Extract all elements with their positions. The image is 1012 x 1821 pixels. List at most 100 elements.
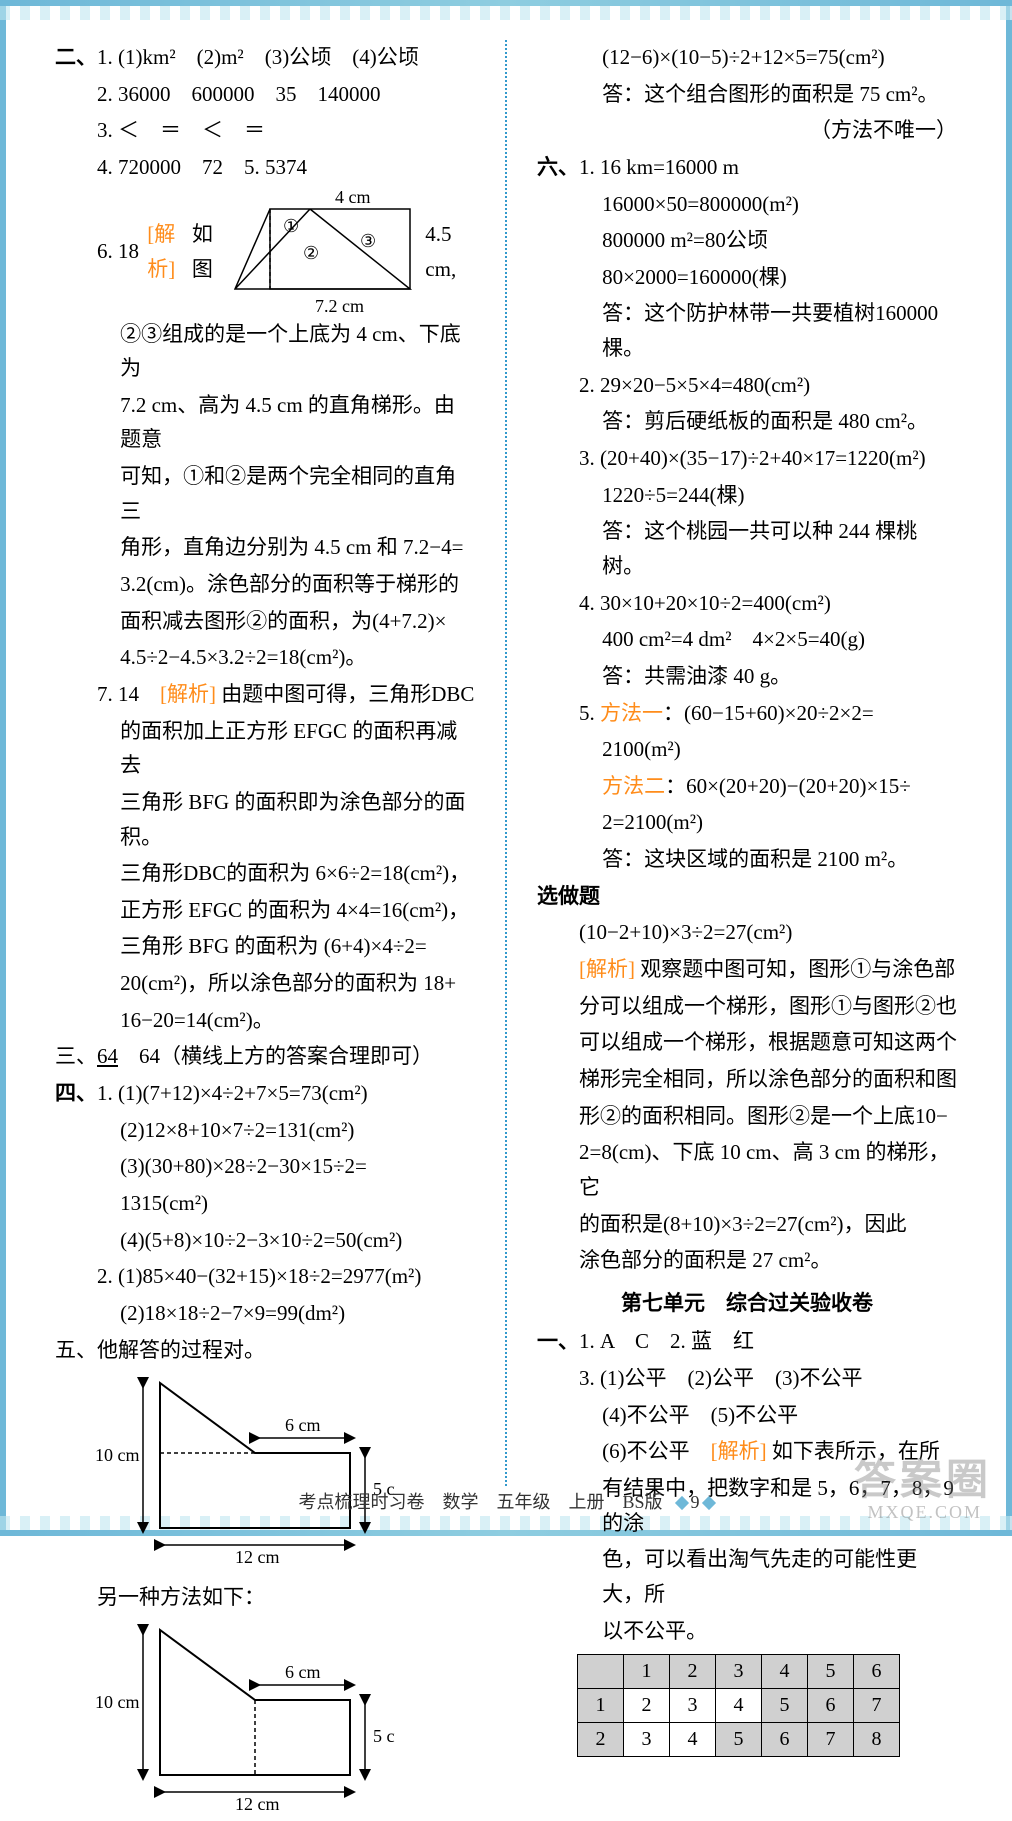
right-column: (12−6)×(10−5)÷2+12×5=75(cm²) 答：这个组合图形的面积… <box>537 40 957 1486</box>
table-header-row: 1 2 3 4 5 6 <box>578 1655 900 1689</box>
text: 2. (1)85×40−(32+15)×18÷2=2977(m²) <box>55 1259 475 1294</box>
page-content: 二、1. (1)km² (2)m² (3)公顷 (4)公顷 2. 36000 6… <box>55 40 957 1486</box>
text: 3. (1)公平 (2)公平 (3)不公平 <box>537 1361 957 1396</box>
alt-method: 另一种方法如下： <box>55 1580 475 1615</box>
table-cell: 6 <box>854 1655 900 1689</box>
text: 答：这个防护林带一共要植树160000棵。 <box>537 296 957 365</box>
sec4-label: 四、 <box>55 1081 97 1105</box>
svg-text:5 cm: 5 cm <box>373 1726 395 1746</box>
left-column: 二、1. (1)km² (2)m² (3)公顷 (4)公顷 2. 36000 6… <box>55 40 475 1486</box>
text: 1. 16 km=16000 m <box>579 155 739 179</box>
q5-m1: 5. 方法一：(60−15+60)×20÷2×2= <box>537 696 957 731</box>
svg-text:10 cm: 10 cm <box>95 1692 140 1712</box>
sec4-1: 四、1. (1)(7+12)×4÷2+7×5=73(cm²) <box>55 1076 475 1111</box>
table-cell: 3 <box>624 1723 670 1757</box>
text: 由题中图可得，三角形DBC <box>216 682 474 706</box>
sec2-label: 二、 <box>55 45 97 69</box>
text: 以不公平。 <box>537 1614 957 1649</box>
footer-text: 考点梳理时习卷 数学 五年级 上册 BS版 <box>298 1488 662 1518</box>
table-cell: 7 <box>854 1689 900 1723</box>
table-cell: 6 <box>808 1689 854 1723</box>
text: 4.5÷2−4.5×3.2÷2=18(cm²)。 <box>55 640 475 675</box>
table-cell: 5 <box>808 1655 854 1689</box>
text: 三角形 BFG 的面积即为涂色部分的面积。 <box>55 785 475 854</box>
method-label: 方法二 <box>602 774 665 798</box>
text: (6)不公平 <box>602 1439 711 1463</box>
text: 2=8(cm)、下底 10 cm、高 3 cm 的梯形，它 <box>537 1135 957 1204</box>
sec2-q2: 2. 36000 600000 35 140000 <box>55 77 475 112</box>
text: 答：这块区域的面积是 2100 m²。 <box>537 842 957 877</box>
table-row: 2 3 4 5 6 7 8 <box>578 1723 900 1757</box>
d1-bottom: 7.2 cm <box>315 296 364 316</box>
q7-lead: 7. 14 <box>97 682 160 706</box>
diamond-icon <box>701 1496 715 1510</box>
table-cell: 7 <box>808 1723 854 1757</box>
text: 3.2(cm)。涂色部分的面积等于梯形的 <box>55 567 475 602</box>
table-cell: 2 <box>670 1655 716 1689</box>
q6-lead: 6. 18 <box>97 234 147 269</box>
text: 答：这个组合图形的面积是 75 cm²。 <box>537 77 957 112</box>
text: 的面积加上正方形 EFGC 的面积再减去 <box>55 714 475 783</box>
method-label: 方法一 <box>600 701 663 725</box>
sec3: 三、64 64（横线上方的答案合理即可） <box>55 1039 475 1074</box>
d1-top: 4 cm <box>335 187 371 207</box>
sec6-label: 六、 <box>537 155 579 179</box>
column-divider <box>505 40 507 1486</box>
table-cell: 4 <box>762 1655 808 1689</box>
xuanzuo-analysis: [解析] 观察题中图可知，图形①与涂色部 <box>537 952 957 987</box>
text: 梯形完全相同，所以涂色部分的面积和图 <box>537 1062 957 1097</box>
table-cell: 2 <box>578 1723 624 1757</box>
sec1-label: 一、 <box>537 1329 579 1353</box>
table-cell: 8 <box>854 1723 900 1757</box>
text: 2100(m²) <box>537 732 957 767</box>
text: 正方形 EFGC 的面积为 4×4=16(cm²)， <box>55 893 475 928</box>
unit7-title: 第七单元 综合过关验收卷 <box>537 1286 957 1321</box>
wave-top <box>0 6 1012 20</box>
svg-text:10 cm: 10 cm <box>95 1445 140 1465</box>
text: 5. <box>579 701 600 725</box>
table-cell: 3 <box>670 1689 716 1723</box>
text: 7.2 cm、高为 4.5 cm 的直角梯形。由题意 <box>55 388 475 457</box>
text: 形②的面积相同。图形②是一个上底10− <box>537 1099 957 1134</box>
text: 答：共需油漆 40 g。 <box>537 659 957 694</box>
table-cell: 3 <box>716 1655 762 1689</box>
text: 可知，①和②是两个完全相同的直角三 <box>55 459 475 528</box>
sec5: 五、他解答的过程对。 <box>55 1333 475 1368</box>
sec2-q3: 3. ＜ ＝ ＜ ＝ <box>55 113 475 148</box>
text: ：60×(20+20)−(20+20)×15÷ <box>665 774 911 798</box>
text: 1. (1)km² (2)m² (3)公顷 (4)公顷 <box>97 45 419 69</box>
q5-m2: 方法二：60×(20+20)−(20+20)×15÷ <box>537 769 957 804</box>
text: 400 cm²=4 dm² 4×2×5=40(g) <box>537 622 957 657</box>
u7-1: 一、1. A C 2. 蓝 红 <box>537 1324 957 1359</box>
text: 三角形DBC的面积为 6×6÷2=18(cm²)， <box>55 856 475 891</box>
sec2-q1: 二、1. (1)km² (2)m² (3)公顷 (4)公顷 <box>55 40 475 75</box>
text: 色，可以看出淘气先走的可能性更大，所 <box>537 1542 957 1611</box>
table-cell <box>578 1655 624 1689</box>
text: (2)12×8+10×7÷2=131(cm²) <box>55 1113 475 1148</box>
text: 2. 29×20−5×5×4=480(cm²) <box>537 368 957 403</box>
text: 观察题中图可知，图形①与涂色部 <box>635 957 955 981</box>
text: 三角形 BFG 的面积为 (6+4)×4÷2= <box>55 929 475 964</box>
table-cell: 5 <box>716 1723 762 1757</box>
text: (2)18×18÷2−7×9=99(dm²) <box>55 1296 475 1331</box>
table-cell: 1 <box>624 1655 670 1689</box>
page-number-badge: 9 <box>677 1488 714 1518</box>
probability-table: 1 2 3 4 5 6 1 2 3 4 5 6 7 2 3 4 5 6 <box>577 1654 900 1757</box>
text: 20(cm²)，所以涂色部分的面积为 18+ <box>55 966 475 1001</box>
text: 1. (1)(7+12)×4÷2+7×5=73(cm²) <box>97 1081 368 1105</box>
text: 80×2000=160000(棵) <box>537 260 957 295</box>
table-cell: 6 <box>762 1723 808 1757</box>
table-cell: 2 <box>624 1689 670 1723</box>
text: 的面积是(8+10)×3÷2=27(cm²)，因此 <box>537 1207 957 1242</box>
svg-text:6 cm: 6 cm <box>285 1662 321 1682</box>
analysis-label: [解析] <box>160 682 216 706</box>
underline-answer: 64 <box>97 1044 118 1068</box>
text: (4)不公平 (5)不公平 <box>537 1398 957 1433</box>
q6-tail: 如图 <box>192 217 225 286</box>
text: 答：这个桃园一共可以种 244 棵桃树。 <box>537 514 957 583</box>
watermark-sub: MXQE.COM <box>867 1498 982 1528</box>
sec2-q6-row: 6. 18 [解析] 如图 4 cm ① ② ③ 7.2 cm 4.5 cm, <box>55 187 475 317</box>
analysis-label: [解析] <box>711 1439 767 1463</box>
table-cell: 1 <box>578 1689 624 1723</box>
table-cell: 5 <box>762 1689 808 1723</box>
